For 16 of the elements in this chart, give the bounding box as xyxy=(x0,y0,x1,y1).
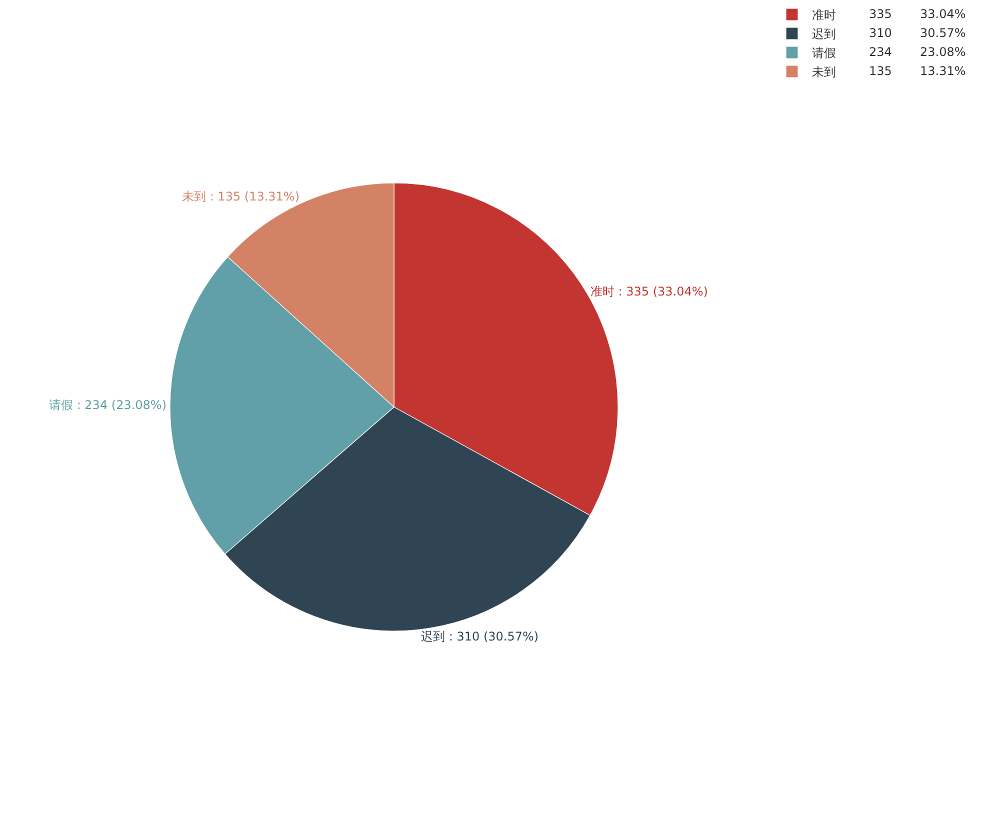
text: 234 xyxy=(869,45,892,59)
data-label: 准时 : 335 (33.04%) xyxy=(590,284,708,298)
legend-label: 请假 xyxy=(812,46,836,60)
legend-label: 准时 xyxy=(812,8,836,22)
text: 310 xyxy=(869,26,892,40)
legend-label: 迟到 xyxy=(812,27,836,42)
text: 23.08% xyxy=(920,45,966,59)
data-label: 请假 : 234 (23.08%) xyxy=(48,398,167,412)
text: 33.04% xyxy=(920,7,966,21)
data-label: 迟到 : 310 (30.57%) xyxy=(421,630,539,644)
data-label: 未到 : 135 (13.31%) xyxy=(182,189,300,204)
legend-label: 未到 xyxy=(812,65,836,80)
text: 335 xyxy=(869,7,892,21)
text: 13.31% xyxy=(920,64,966,78)
text: 135 xyxy=(869,64,892,78)
text: 30.57% xyxy=(920,26,966,40)
